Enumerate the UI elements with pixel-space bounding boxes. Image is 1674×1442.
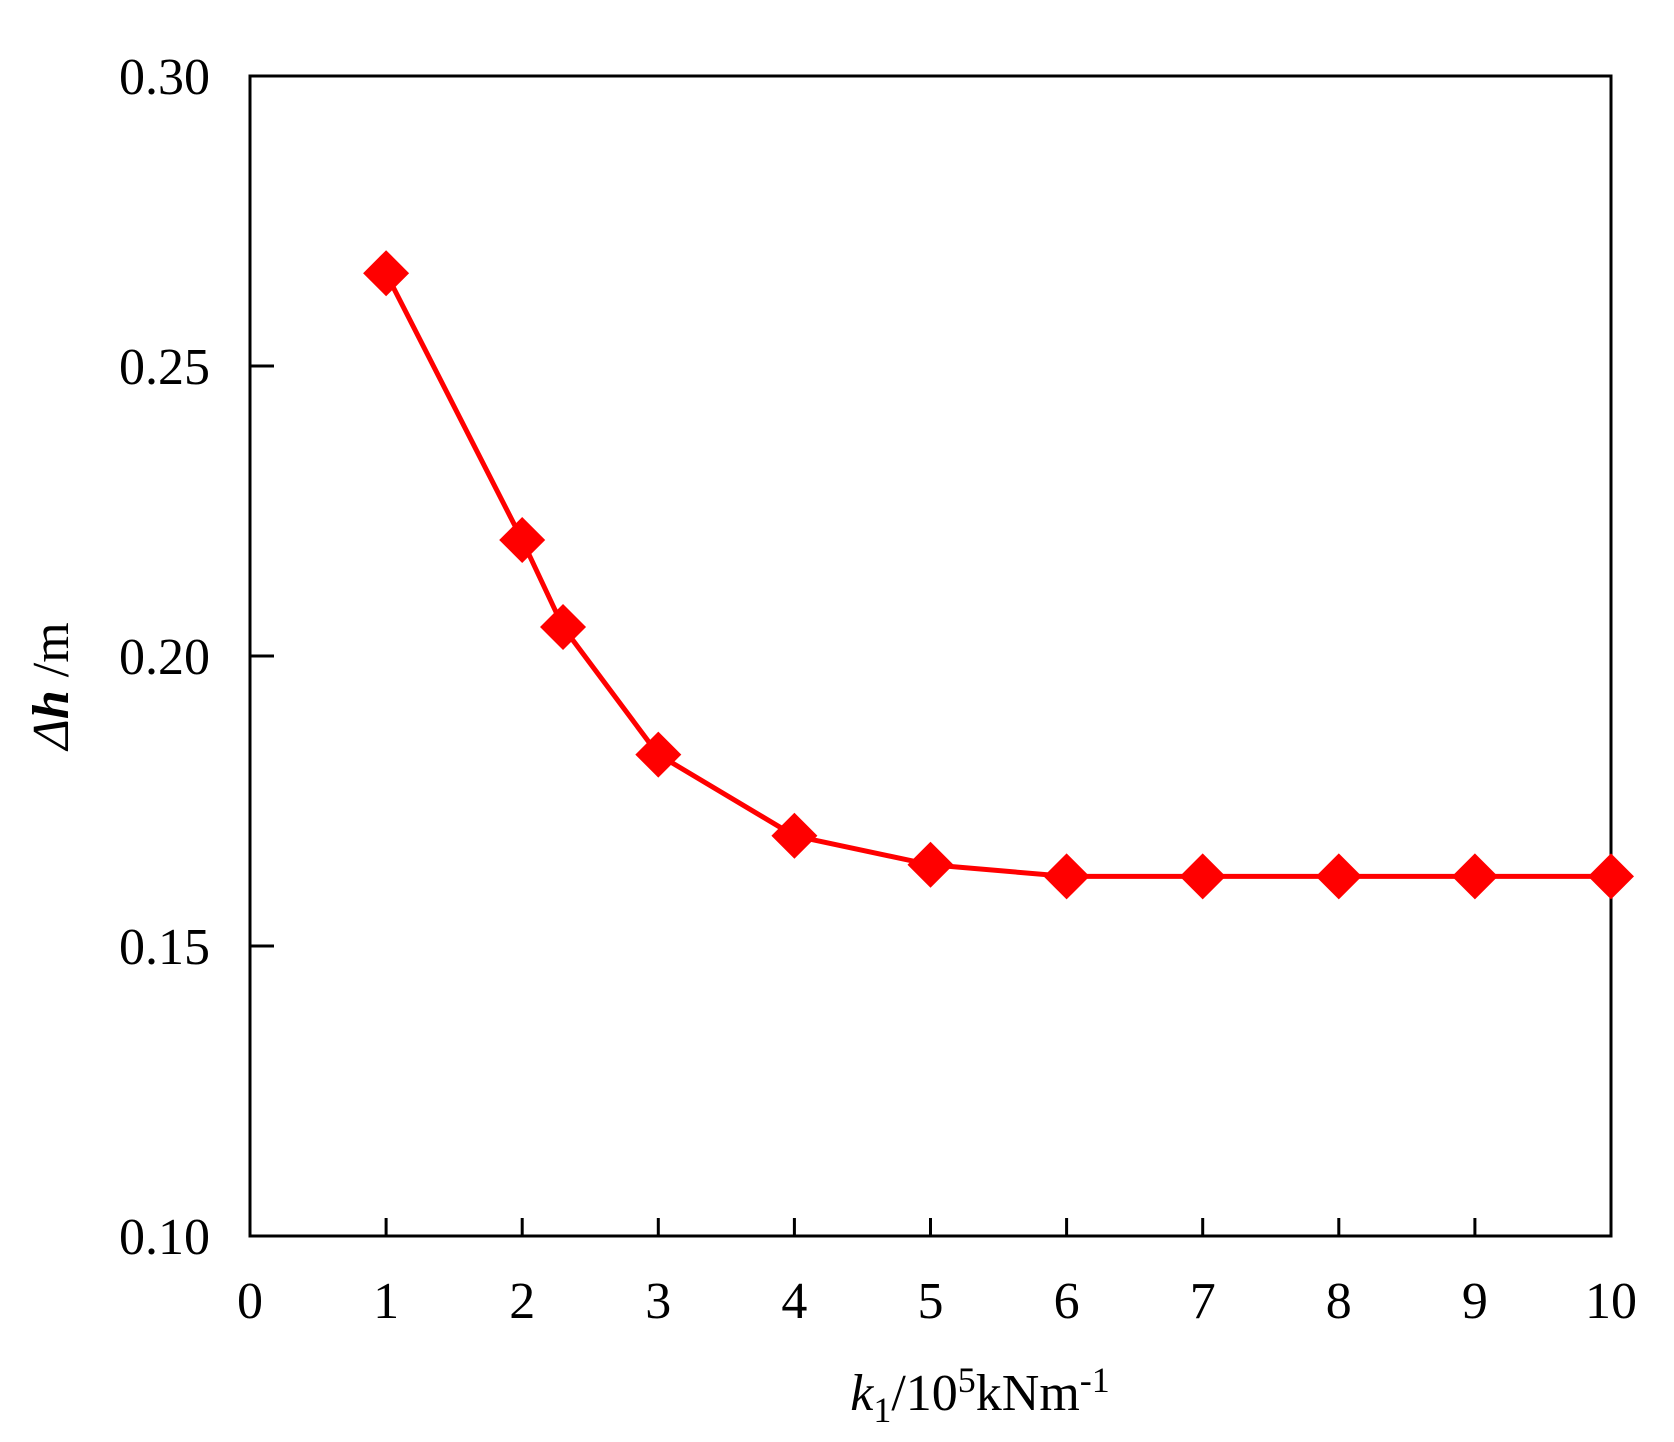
plot-frame bbox=[248, 74, 1613, 1238]
x-axis-unit: kNm bbox=[976, 1365, 1080, 1422]
y-axis-var-prefix: Δ bbox=[23, 719, 80, 752]
y-axis-var: h bbox=[23, 690, 80, 719]
x-axis-unit-sup: -1 bbox=[1080, 1360, 1110, 1400]
data-point bbox=[363, 250, 410, 297]
data-point bbox=[1043, 853, 1090, 900]
y-tick-label: 0.15 bbox=[119, 919, 210, 976]
x-tick-label: 4 bbox=[781, 1273, 807, 1330]
y-tick-label: 0.25 bbox=[119, 339, 210, 396]
x-tick-label: 5 bbox=[918, 1273, 944, 1330]
data-point bbox=[1451, 853, 1498, 900]
x-axis-ticks: 0 1 2 3 4 5 6 7 8 9 10 bbox=[237, 1218, 1637, 1330]
x-tick-label: 6 bbox=[1054, 1273, 1080, 1330]
series-line bbox=[383, 272, 1611, 879]
y-axis-ticks: 0.10 0.15 0.20 0.25 0.30 bbox=[119, 49, 274, 1266]
x-tick-label: 1 bbox=[373, 1273, 399, 1330]
data-point bbox=[771, 812, 818, 859]
y-axis-unit: /m bbox=[23, 622, 80, 690]
x-axis-var: k bbox=[850, 1365, 874, 1422]
y-axis-title: Δh /m bbox=[23, 622, 80, 751]
data-point bbox=[1315, 853, 1362, 900]
data-point bbox=[1588, 853, 1634, 900]
y-tick-label: 0.30 bbox=[119, 49, 210, 106]
data-point bbox=[907, 841, 954, 888]
data-point bbox=[540, 604, 587, 650]
x-tick-label: 3 bbox=[645, 1273, 671, 1330]
y-tick-label: 0.10 bbox=[119, 1209, 210, 1266]
x-axis-unit-prefix: /10 bbox=[891, 1365, 957, 1422]
x-tick-label: 9 bbox=[1462, 1273, 1488, 1330]
data-point bbox=[1179, 853, 1226, 900]
data-point bbox=[635, 731, 682, 778]
x-axis-var-sub: 1 bbox=[873, 1390, 891, 1430]
axes bbox=[248, 74, 1613, 1238]
x-tick-label: 8 bbox=[1326, 1273, 1352, 1330]
x-axis-unit-prefix-sup: 5 bbox=[958, 1360, 976, 1400]
x-tick-label: 2 bbox=[509, 1273, 535, 1330]
series bbox=[363, 250, 1634, 900]
data-point bbox=[499, 517, 546, 563]
x-tick-label: 0 bbox=[237, 1273, 263, 1330]
x-axis-title: k1/105kNm-1 bbox=[850, 1360, 1110, 1430]
x-tick-label: 7 bbox=[1190, 1273, 1216, 1330]
x-tick-label: 10 bbox=[1585, 1273, 1637, 1330]
y-tick-label: 0.20 bbox=[119, 629, 210, 686]
